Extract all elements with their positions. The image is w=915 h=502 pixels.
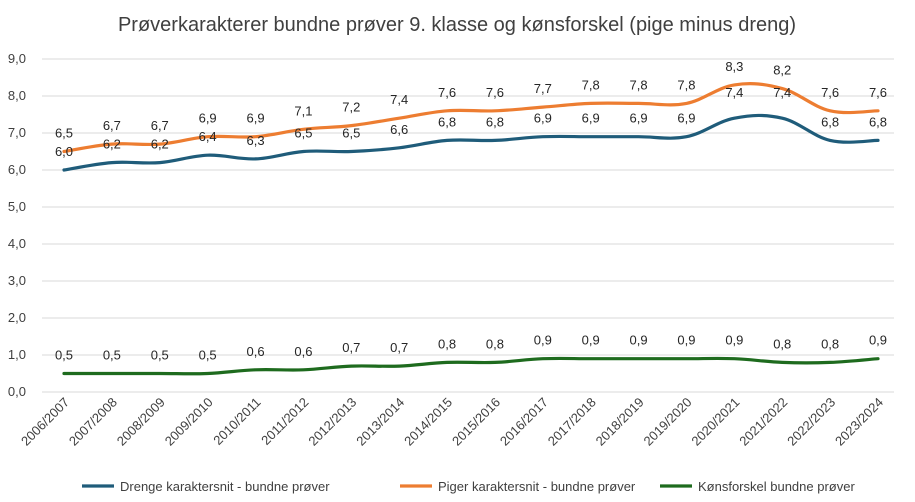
data-label: 6,5 [294, 126, 312, 141]
data-label: 0,9 [677, 333, 695, 348]
x-axis-ticks: 2006/20072007/20082008/20092009/20102010… [18, 395, 886, 449]
data-label: 7,6 [438, 85, 456, 100]
data-label: 0,5 [199, 348, 217, 363]
x-tick-label: 2009/2010 [162, 395, 216, 449]
data-label: 0,6 [294, 344, 312, 359]
data-label: 6,4 [199, 129, 217, 144]
data-label: 8,2 [773, 63, 791, 78]
data-label: 0,9 [725, 333, 743, 348]
data-label: 7,4 [773, 85, 791, 100]
x-tick-label: 2019/2020 [641, 395, 695, 449]
series-line [62, 82, 880, 154]
data-label: 0,9 [869, 333, 887, 348]
x-tick-label: 2018/2019 [593, 395, 647, 449]
x-tick-label: 2017/2018 [545, 395, 599, 449]
x-tick-label: 2014/2015 [401, 395, 455, 449]
data-label: 6,9 [199, 111, 217, 126]
data-label: 0,5 [103, 348, 121, 363]
data-label: 7,4 [390, 92, 408, 107]
data-label: 7,6 [869, 85, 887, 100]
legend-label: Piger karaktersnit - bundne prøver [438, 479, 636, 494]
data-label: 6,9 [677, 111, 695, 126]
y-tick-label: 1,0 [8, 347, 26, 362]
legend-label: Kønsforskel bundne prøver [698, 479, 855, 494]
data-label: 7,8 [582, 77, 600, 92]
x-tick-label: 2021/2022 [736, 395, 790, 449]
chart-title: Prøverkarakterer bundne prøver 9. klasse… [118, 14, 796, 36]
data-label: 6,8 [869, 114, 887, 129]
data-label: 7,6 [486, 85, 504, 100]
data-label: 6,8 [438, 114, 456, 129]
data-label: 6,8 [486, 114, 504, 129]
data-label: 7,1 [294, 103, 312, 118]
data-label: 6,2 [103, 137, 121, 152]
series-lines [62, 82, 880, 376]
x-tick-label: 2013/2014 [353, 395, 407, 449]
data-label: 0,9 [582, 333, 600, 348]
data-label: 6,9 [246, 111, 264, 126]
x-tick-label: 2023/2024 [832, 395, 886, 449]
x-tick-label: 2015/2016 [449, 395, 503, 449]
x-tick-label: 2016/2017 [497, 395, 551, 449]
data-label: 0,8 [438, 336, 456, 351]
data-label: 0,6 [246, 344, 264, 359]
y-tick-label: 4,0 [8, 236, 26, 251]
data-label: 6,9 [534, 111, 552, 126]
data-label: 7,8 [677, 77, 695, 92]
x-tick-label: 2020/2021 [688, 395, 742, 449]
y-tick-label: 9,0 [8, 51, 26, 66]
data-label: 6,7 [103, 118, 121, 133]
y-tick-label: 6,0 [8, 162, 26, 177]
x-tick-label: 2007/2008 [66, 395, 120, 449]
data-label: 6,7 [151, 118, 169, 133]
data-label: 7,4 [725, 85, 743, 100]
x-tick-label: 2010/2011 [210, 395, 263, 448]
y-tick-label: 7,0 [8, 125, 26, 140]
data-label: 6,2 [151, 137, 169, 152]
y-axis-ticks: 0,0 1,0 2,0 3,0 4,0 5,0 6,0 7,0 8,0 9,0 [8, 51, 26, 399]
series-line [62, 113, 880, 172]
x-tick-label: 2012/2013 [305, 395, 359, 449]
data-label: 6,9 [582, 111, 600, 126]
gridlines [42, 58, 894, 393]
data-label: 7,8 [630, 77, 648, 92]
legend: Drenge karaktersnit - bundne prøver Piger… [82, 479, 855, 494]
data-label: 0,8 [821, 336, 839, 351]
data-label: 6,8 [821, 114, 839, 129]
data-label: 7,6 [821, 85, 839, 100]
x-tick-label: 2011/2012 [258, 395, 311, 448]
data-label: 8,3 [725, 59, 743, 74]
data-label: 0,8 [773, 336, 791, 351]
y-tick-label: 2,0 [8, 310, 26, 325]
y-tick-label: 8,0 [8, 88, 26, 103]
data-label: 6,9 [630, 111, 648, 126]
x-tick-label: 2006/2007 [18, 395, 72, 449]
y-tick-label: 5,0 [8, 199, 26, 214]
data-label: 7,2 [342, 100, 360, 115]
data-label: 0,7 [342, 340, 360, 355]
data-label: 7,7 [534, 81, 552, 96]
x-tick-label: 2008/2009 [114, 395, 168, 449]
data-label: 0,5 [55, 348, 73, 363]
data-label: 0,7 [390, 340, 408, 355]
data-label: 6,5 [342, 126, 360, 141]
legend-label: Drenge karaktersnit - bundne prøver [120, 479, 330, 494]
y-tick-label: 3,0 [8, 273, 26, 288]
data-label: 0,8 [486, 336, 504, 351]
data-label: 0,5 [151, 348, 169, 363]
x-tick-label: 2022/2023 [784, 395, 838, 449]
series-line [62, 356, 880, 376]
data-label: 6,3 [246, 133, 264, 148]
data-label: 6,5 [55, 126, 73, 141]
data-labels: 6,0 6,2 6,2 6,4 6,3 6,5 6,5 6,6 6,8 6,8 6,9 6,9 6,9 6… [55, 59, 887, 363]
y-tick-label: 0,0 [8, 384, 26, 399]
data-label: 6,0 [55, 144, 73, 159]
data-label: 0,9 [534, 333, 552, 348]
data-label: 6,6 [390, 122, 408, 137]
data-label: 0,9 [630, 333, 648, 348]
